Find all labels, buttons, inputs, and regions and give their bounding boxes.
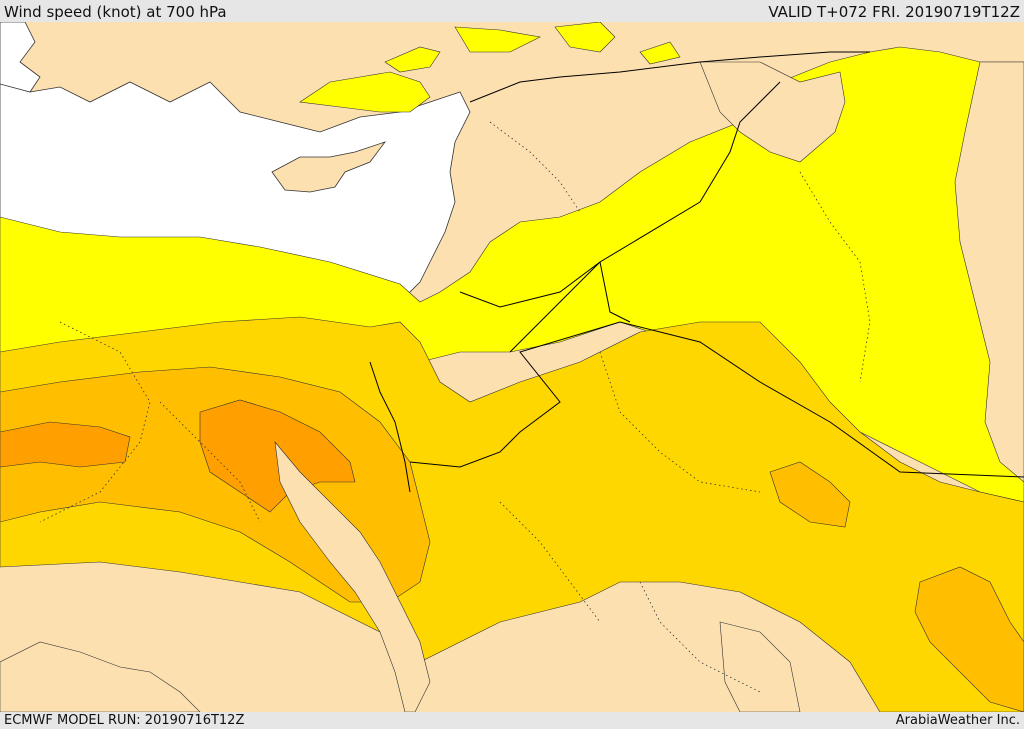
aegean-islands — [0, 22, 41, 93]
red-sea — [274, 441, 431, 712]
cyprus — [271, 141, 387, 193]
model-run: ECMWF MODEL RUN: 20190716T12Z — [4, 713, 245, 728]
wind-band-1-north-2 — [384, 46, 441, 73]
wind-band-1-north-4 — [554, 22, 616, 53]
valid-time: VALID T+072 FRI. 20190719T12Z — [768, 3, 1020, 21]
wind-band-3-east — [914, 566, 1024, 712]
land-northeast — [699, 61, 846, 163]
credit: ArabiaWeather Inc. — [895, 713, 1020, 728]
wind-band-1-north — [299, 71, 431, 113]
land-east — [954, 61, 1024, 483]
map-title: Wind speed (knot) at 700 hPa — [4, 3, 227, 21]
land-south-2 — [719, 621, 801, 712]
wind-band-1-north-3 — [454, 26, 541, 53]
header-bar: Wind speed (knot) at 700 hPa VALID T+072… — [0, 0, 1024, 22]
weather-map[interactable] — [0, 22, 1024, 712]
wind-band-3-east-2 — [769, 461, 851, 528]
land-south — [0, 641, 201, 712]
province-borders — [39, 121, 871, 693]
footer-bar: ECMWF MODEL RUN: 20190716T12Z ArabiaWeat… — [0, 712, 1024, 729]
country-borders — [369, 51, 1024, 493]
wind-band-4-west — [0, 421, 131, 468]
wind-band-1-north-5 — [639, 41, 681, 65]
